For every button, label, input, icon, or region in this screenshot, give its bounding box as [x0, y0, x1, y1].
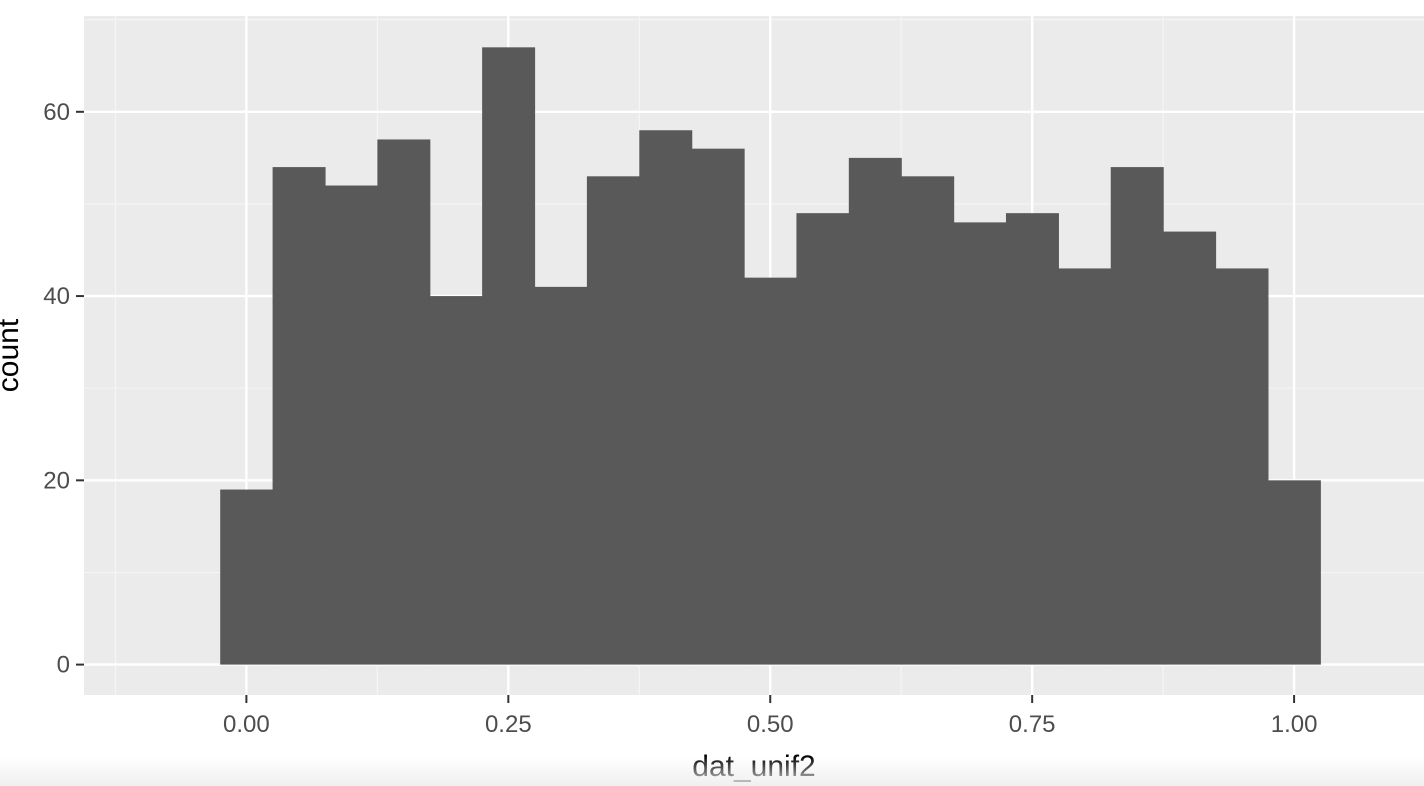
histogram-bar: [1267, 480, 1321, 665]
histogram-bar: [429, 296, 483, 665]
histogram-bar: [848, 157, 902, 665]
histogram-bar: [1110, 167, 1164, 665]
histogram-bar: [796, 213, 850, 665]
x-tick-label: 0.25: [485, 711, 532, 738]
x-tick-label: 1.00: [1271, 711, 1318, 738]
y-tick-label: 60: [43, 99, 70, 126]
histogram-bar: [1005, 213, 1059, 665]
x-tick-label: 0.75: [1009, 711, 1056, 738]
histogram-bar: [482, 47, 536, 665]
x-tick-label: 0.50: [747, 711, 794, 738]
histogram-bar: [220, 489, 274, 665]
x-axis-tick-labels: 0.00 0.25 0.50 0.75 1.00: [223, 711, 1317, 738]
histogram-bar: [1215, 268, 1269, 665]
axis-tick-marks: [76, 110, 1296, 703]
histogram-bar: [901, 176, 955, 665]
histogram-bar: [586, 176, 640, 665]
y-tick-label: 0: [57, 652, 70, 679]
histogram-bar: [691, 148, 745, 665]
y-axis-title: count: [0, 318, 25, 392]
y-axis-tick-labels: 0 20 40 60: [43, 99, 70, 679]
histogram-bar: [1058, 268, 1112, 665]
histogram-bar: [1163, 231, 1217, 665]
histogram-bar: [377, 139, 431, 665]
histogram-bar: [744, 277, 798, 665]
y-tick-label: 40: [43, 283, 70, 310]
x-axis-title: dat_unif2: [692, 750, 815, 783]
histogram-bar: [324, 185, 378, 665]
histogram-bar: [272, 167, 326, 665]
histogram-bar: [639, 130, 693, 665]
y-tick-label: 20: [43, 467, 70, 494]
histogram-bars: [220, 47, 1321, 665]
histogram-bar: [534, 286, 588, 665]
x-tick-label: 0.00: [223, 711, 270, 738]
histogram-bar: [953, 222, 1007, 665]
